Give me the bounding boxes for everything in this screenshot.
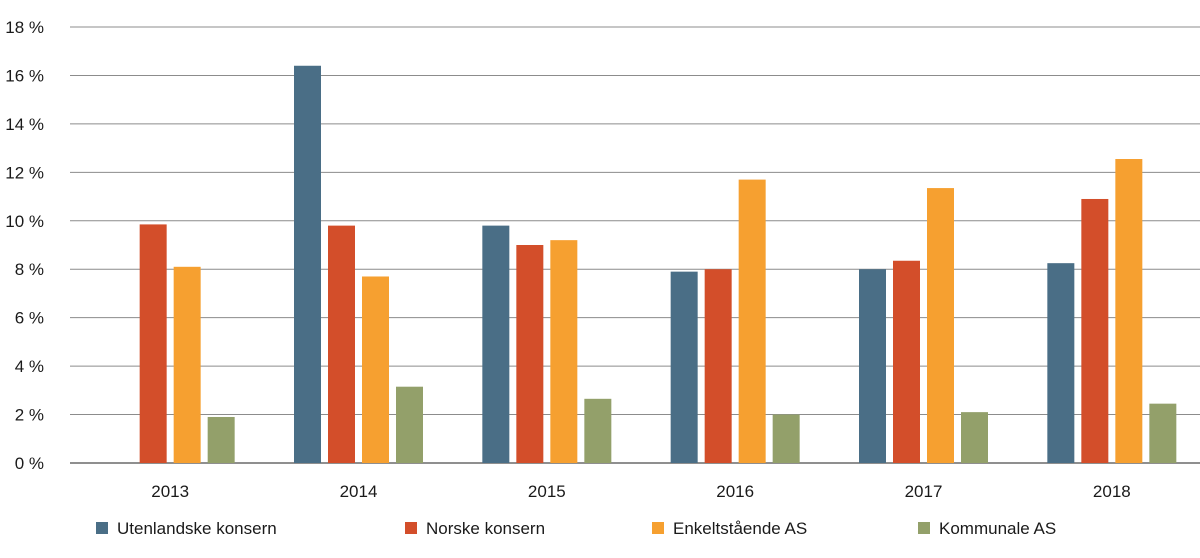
x-tick-label: 2018 — [1093, 482, 1131, 501]
bar-kommunale-as-2016 — [772, 414, 800, 463]
bar-utenlandske-konsern-2017 — [859, 269, 886, 463]
bar-norske-konsern-2013 — [139, 224, 167, 463]
gridlines — [70, 26, 1200, 464]
y-tick-label: 4 % — [15, 357, 44, 376]
bar-enkeltst-ende-as-2013 — [173, 266, 201, 463]
legend-swatch-norske-konsern — [405, 522, 417, 534]
bar-enkeltst-ende-as-2014 — [362, 276, 389, 463]
x-tick-label: 2014 — [340, 482, 378, 501]
bar-norske-konsern-2014 — [328, 225, 355, 463]
x-tick-label: 2015 — [528, 482, 566, 501]
y-axis: 0 % 2 % 4 % 6 % 8 % 10 % 12 % 14 % 16 % 18 % — [5, 18, 44, 473]
x-tick-label: 2016 — [716, 482, 754, 501]
y-tick-label: 16 % — [5, 66, 44, 85]
bar-utenlandske-konsern-2018 — [1047, 263, 1075, 463]
bar-enkeltst-ende-as-2016 — [738, 179, 766, 463]
bars — [139, 65, 1177, 464]
bar-enkeltst-ende-as-2018 — [1115, 159, 1143, 463]
legend-label-kommunale-as: Kommunale AS — [939, 519, 1056, 538]
y-tick-label: 2 % — [15, 406, 44, 425]
bar-enkeltst-ende-as-2015 — [550, 240, 578, 463]
x-tick-label: 2013 — [151, 482, 189, 501]
y-tick-label: 18 % — [5, 18, 44, 37]
legend-label-norske-konsern: Norske konsern — [426, 519, 545, 538]
y-tick-label: 8 % — [15, 260, 44, 279]
bar-kommunale-as-2018 — [1149, 403, 1177, 463]
x-tick-label: 2017 — [905, 482, 943, 501]
bar-norske-konsern-2015 — [516, 245, 544, 463]
bar-utenlandske-konsern-2016 — [670, 271, 698, 463]
legend-swatch-enkeltst-ende-as — [652, 522, 664, 534]
y-tick-label: 10 % — [5, 212, 44, 231]
y-tick-label: 14 % — [5, 115, 44, 134]
bar-norske-konsern-2017 — [893, 260, 920, 463]
bar-norske-konsern-2018 — [1081, 198, 1109, 463]
legend: Utenlandske konsern Norske konsern Enkelts… — [96, 519, 1056, 538]
legend-label-enkeltst-ende-as: Enkeltstående AS — [673, 519, 807, 538]
y-tick-label: 0 % — [15, 454, 44, 473]
y-tick-label: 12 % — [5, 163, 44, 182]
bar-kommunale-as-2014 — [396, 386, 423, 463]
bar-kommunale-as-2015 — [584, 398, 612, 463]
legend-swatch-utenlandske-konsern — [96, 522, 108, 534]
bar-kommunale-as-2017 — [961, 412, 988, 463]
bar-kommunale-as-2013 — [207, 416, 235, 463]
bar-norske-konsern-2016 — [704, 269, 732, 463]
legend-swatch-kommunale-as — [918, 522, 930, 534]
x-axis: 2013 2014 2015 2016 2017 2018 — [151, 482, 1130, 501]
bar-utenlandske-konsern-2015 — [482, 225, 510, 463]
legend-label-utenlandske-konsern: Utenlandske konsern — [117, 519, 277, 538]
bar-enkeltst-ende-as-2017 — [927, 188, 954, 464]
y-tick-label: 6 % — [15, 309, 44, 328]
bar-utenlandske-konsern-2014 — [294, 65, 321, 463]
